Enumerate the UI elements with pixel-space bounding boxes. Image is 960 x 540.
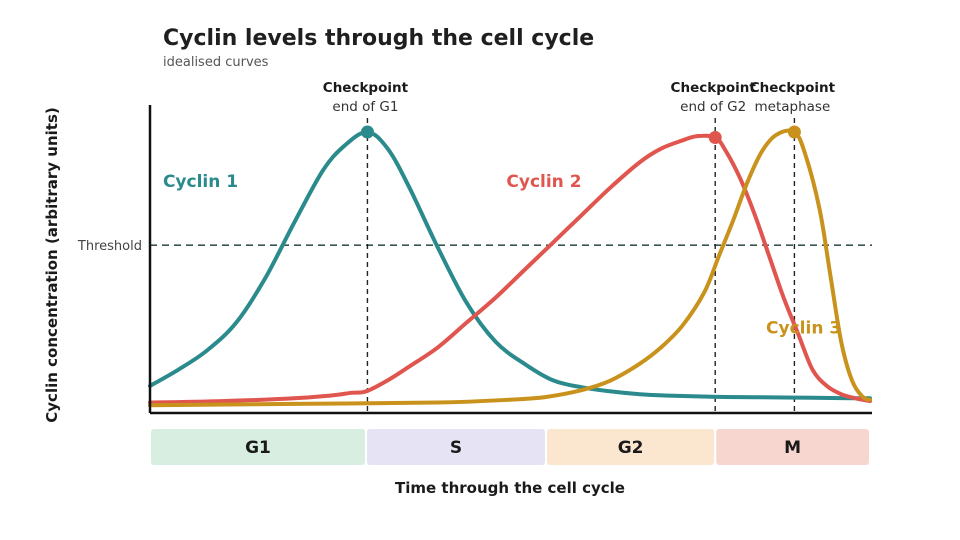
checkpoint-1-title: Checkpoint — [323, 80, 409, 96]
checkpoint-3-subtitle: metaphase — [755, 99, 831, 115]
phase-g2-label: G2 — [618, 438, 644, 458]
phase-g1-segment — [151, 429, 365, 465]
checkpoint-1-point — [360, 125, 374, 139]
series-group — [148, 128, 872, 408]
checkpoint-2-point — [708, 131, 722, 145]
y-axis-title: Cyclin concentration (arbitrary units) — [43, 107, 61, 422]
phase-s-segment — [367, 429, 545, 465]
phase-s-label: S — [450, 438, 462, 458]
cyclin-3-line — [148, 128, 872, 408]
phase-m-label: M — [784, 438, 801, 458]
threshold-group: Threshold — [77, 239, 872, 254]
phase-bar: G1 S G2 M — [151, 429, 869, 465]
chart-subtitle: idealised curves — [163, 55, 269, 70]
cyclin-1-line — [148, 130, 872, 401]
threshold-label: Threshold — [77, 239, 142, 254]
phase-g1-label: G1 — [245, 438, 271, 458]
chart-title: Cyclin levels through the cell cycle — [163, 26, 594, 51]
checkpoint-3-point — [787, 125, 801, 139]
cyclin-2-line — [148, 133, 872, 405]
cyclin-1-label: Cyclin 1 — [163, 172, 238, 192]
x-axis-title: Time through the cell cycle — [395, 479, 625, 497]
checkpoint-2-title: Checkpoint — [671, 80, 757, 96]
cyclin-3-label: Cyclin 3 — [766, 318, 841, 338]
checkpoint-1-subtitle: end of G1 — [332, 99, 398, 115]
cyclin-2-label: Cyclin 2 — [506, 172, 581, 192]
phase-g2-segment — [547, 429, 715, 465]
checkpoint-3-title: Checkpoint — [750, 80, 836, 96]
checkpoint-2-subtitle: end of G2 — [680, 99, 746, 115]
phase-m-segment — [716, 429, 869, 465]
